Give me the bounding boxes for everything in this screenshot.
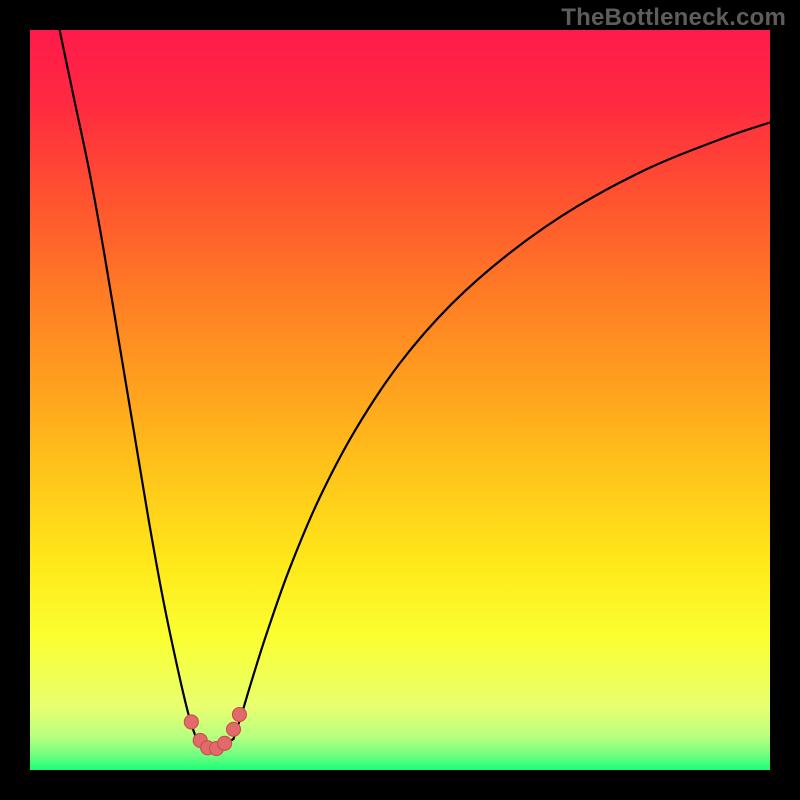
data-marker xyxy=(184,715,198,729)
data-marker xyxy=(232,708,246,722)
data-marker xyxy=(227,722,241,736)
chart-plot xyxy=(30,30,770,770)
gradient-background xyxy=(30,30,770,770)
watermark-text: TheBottleneck.com xyxy=(561,4,786,32)
chart-frame: TheBottleneck.com xyxy=(0,0,800,800)
data-marker xyxy=(218,736,232,750)
